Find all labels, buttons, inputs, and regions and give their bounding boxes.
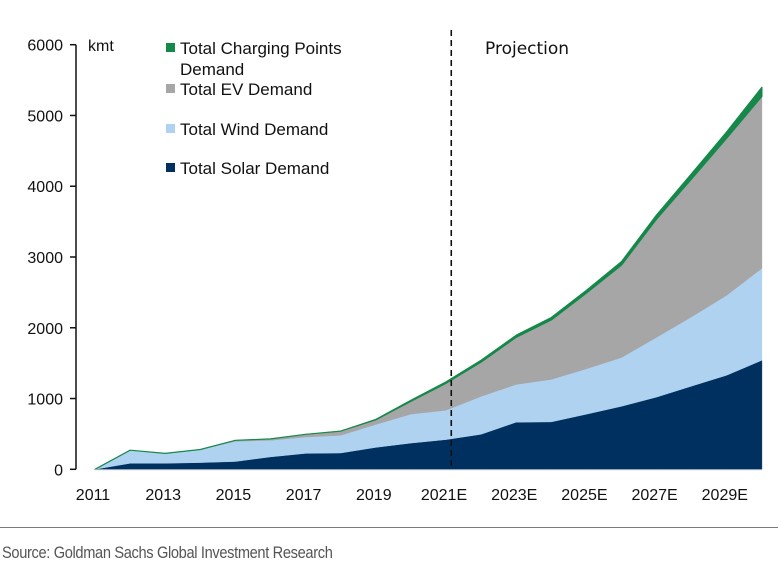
y-tick-label: 0	[54, 462, 63, 479]
legend-item: Total Charging Points Demand	[166, 39, 342, 79]
y-axis-unit-label: kmt	[88, 38, 114, 55]
y-tick-label: 1000	[27, 392, 63, 409]
x-tick-label: 2025E	[561, 487, 607, 504]
y-tick-label: 5000	[27, 108, 63, 125]
source-note: Source: Goldman Sachs Global Investment …	[2, 543, 333, 562]
legend-item: Total Wind Demand	[166, 120, 328, 139]
y-tick-label: 3000	[27, 250, 63, 267]
x-tick-label: 2029E	[702, 487, 748, 504]
legend-swatch	[166, 124, 175, 133]
legend-label: Total Charging Points	[180, 39, 342, 58]
x-tick-label: 2021E	[421, 487, 467, 504]
y-tick-label: 6000	[27, 38, 63, 55]
x-tick-label: 2019	[356, 487, 392, 504]
legend-label: Total EV Demand	[180, 80, 312, 99]
y-tick-label: 4000	[27, 179, 63, 196]
footer-separator	[0, 527, 778, 528]
x-tick-label: 2013	[145, 487, 181, 504]
legend-item: Total EV Demand	[166, 80, 312, 99]
x-axis: 2011 2013 2015 2017 2019 2021E 2023E 2025E 2027E…	[76, 487, 748, 504]
legend-label: Total Wind Demand	[180, 120, 328, 139]
area-layers	[94, 86, 763, 470]
legend-label: Demand	[180, 60, 244, 79]
x-tick-label: 2027E	[631, 487, 677, 504]
legend-item: Total Solar Demand	[166, 159, 329, 178]
x-tick-label: 2017	[286, 487, 322, 504]
legend-swatch	[166, 43, 175, 52]
legend-swatch	[166, 163, 175, 172]
legend-swatch	[166, 84, 175, 93]
x-tick-label: 2011	[76, 487, 111, 504]
projection-label: Projection	[485, 39, 569, 59]
x-tick-label: 2023E	[491, 487, 537, 504]
area-total-charging-points-demand	[94, 86, 763, 470]
y-tick-label: 2000	[27, 321, 63, 338]
legend-label: Total Solar Demand	[180, 159, 329, 178]
y-axis: 0 1000 2000 3000 4000 5000 6000	[27, 38, 77, 479]
x-tick-label: 2015	[216, 487, 252, 504]
